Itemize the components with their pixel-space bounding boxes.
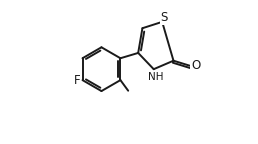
Text: O: O xyxy=(191,59,200,72)
Text: F: F xyxy=(74,74,80,87)
Text: NH: NH xyxy=(148,72,164,82)
Text: S: S xyxy=(161,11,168,24)
